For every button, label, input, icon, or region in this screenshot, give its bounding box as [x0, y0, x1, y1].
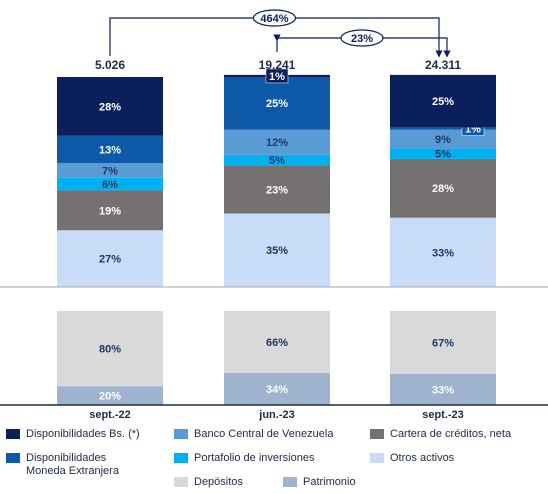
value-label: 7% — [102, 165, 118, 177]
bar-segment — [390, 127, 496, 130]
total-label: 24.311 — [425, 58, 461, 72]
legend-item: Disponibilidades Bs. (*) — [6, 428, 140, 441]
value-label: 35% — [266, 245, 288, 257]
legend-swatch — [174, 429, 188, 439]
x-tick-label: jun.-23 — [258, 409, 294, 421]
legend-label: Cartera de créditos, neta — [390, 428, 512, 440]
value-label: 80% — [99, 344, 121, 356]
value-label: 67% — [432, 337, 454, 349]
bar-segment — [57, 386, 163, 405]
bar-segment — [390, 373, 496, 405]
value-label: 9% — [435, 134, 451, 146]
bar-segment — [224, 154, 330, 166]
value-label: 25% — [432, 96, 454, 108]
total-label: 5.026 — [95, 58, 125, 72]
value-label: 66% — [266, 337, 288, 349]
bar-segment — [224, 373, 330, 405]
value-label: 5% — [435, 149, 451, 161]
legend-swatch — [174, 453, 188, 463]
bar-segment — [390, 217, 496, 287]
label-box — [265, 68, 289, 84]
legend-label: Banco Central de Venezuela — [194, 428, 334, 440]
bar-segment — [57, 311, 163, 387]
value-label: 20% — [99, 391, 121, 403]
growth-oval — [252, 9, 297, 27]
bar-segment — [57, 177, 163, 191]
value-label: 28% — [432, 183, 454, 195]
bar-segment — [224, 77, 330, 130]
value-label: 6% — [102, 179, 118, 191]
value-label: 34% — [266, 384, 288, 396]
legend-swatch — [283, 477, 297, 487]
value-label: 5% — [269, 155, 285, 167]
bar-segment — [390, 148, 496, 159]
legend-label: Disponibilidades Moneda Extranjera — [26, 452, 119, 477]
legend-label: Depósitos — [194, 476, 243, 488]
total-label: 19.241 — [259, 58, 296, 72]
legend-label: Otros activos — [390, 452, 455, 464]
growth-oval — [340, 29, 384, 47]
value-label: 13% — [99, 144, 121, 156]
legend-swatch — [6, 429, 20, 439]
value-label: 12% — [266, 137, 288, 149]
growth-label: 23% — [351, 33, 373, 45]
legend-item: Otros activos — [370, 452, 454, 465]
bar-segment — [57, 135, 163, 164]
chart: 27% 19% 6% 7% 13% 28% 35% 23% 5% 12% 25% 1% 33% 28% 5%… — [0, 9, 548, 421]
bar-segment — [224, 129, 330, 155]
bar-segment — [390, 311, 496, 374]
legend-swatch — [6, 453, 20, 463]
bar-segment — [57, 190, 163, 231]
bar-segment — [57, 77, 163, 136]
legend-label: Portafolio de inversiones — [194, 452, 315, 464]
value-label: 25% — [266, 98, 288, 110]
value-label: 23% — [266, 184, 288, 196]
value-label: 33% — [432, 247, 454, 259]
growth-label: 464% — [260, 13, 288, 25]
legend-item: Depósitos — [174, 476, 243, 489]
bar-segment — [224, 165, 330, 214]
legend-item: Disponibilidades Moneda Extranjera — [6, 452, 136, 478]
bar-segment — [224, 311, 330, 374]
value-label: 1% — [269, 71, 285, 83]
legend-label: Disponibilidades Bs. (*) — [26, 428, 140, 440]
bar-segment — [224, 213, 330, 287]
legend-item: Banco Central de Venezuela — [174, 428, 333, 441]
legend-swatch — [370, 453, 384, 463]
bar-segment — [390, 74, 496, 128]
legend-item: Cartera de créditos, neta — [370, 428, 511, 441]
value-label: 28% — [99, 101, 121, 113]
value-label: 33% — [432, 384, 454, 396]
legend-item: Patrimonio — [283, 476, 356, 489]
legend-item: Portafolio de inversiones — [174, 452, 314, 465]
x-tick-label: sept.-22 — [89, 409, 131, 421]
bar-segment — [57, 230, 163, 287]
legend-swatch — [370, 429, 384, 439]
legend-swatch — [174, 477, 188, 487]
bar-segment — [57, 163, 163, 178]
growth-arrow — [277, 38, 447, 54]
bar-segment — [390, 158, 496, 218]
x-tick-label: sept.-23 — [422, 409, 464, 421]
value-label: 27% — [99, 254, 121, 266]
value-label: 19% — [99, 205, 121, 217]
legend-label: Patrimonio — [303, 476, 356, 488]
